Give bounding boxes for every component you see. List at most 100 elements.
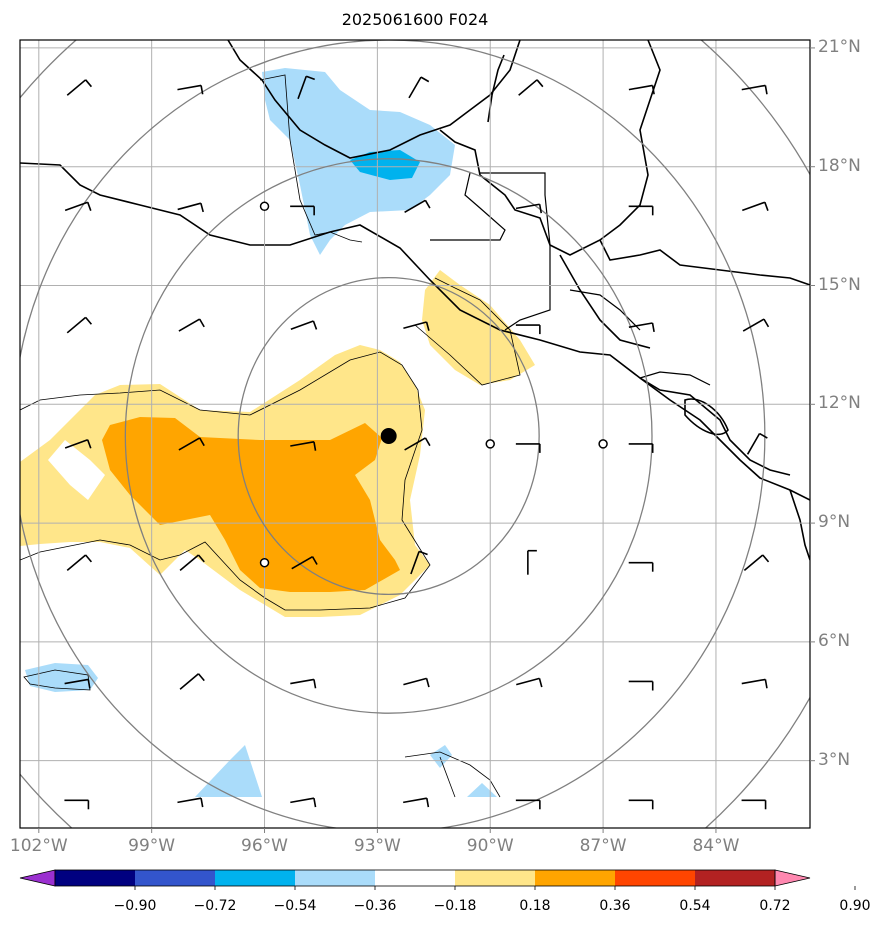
lon-label: 99°W xyxy=(128,836,176,856)
gridlines xyxy=(20,40,810,828)
wind-barb xyxy=(291,556,318,570)
colorbar-tick-label: 0.18 xyxy=(519,898,551,914)
wind-barb xyxy=(64,201,92,212)
wind-barb xyxy=(177,202,204,213)
country-borders xyxy=(430,172,711,386)
colorbar-tick-label: 0.72 xyxy=(759,898,791,914)
anomaly-fill-layer xyxy=(20,68,535,797)
wind-barb xyxy=(628,84,655,95)
colorbar-bin xyxy=(135,870,215,886)
station-circle xyxy=(259,201,270,212)
wind-barb xyxy=(515,799,541,810)
wind-barb xyxy=(742,201,769,212)
lon-label: 96°W xyxy=(241,836,288,856)
colorbar-tick-label: −0.36 xyxy=(353,898,397,914)
wind-barb xyxy=(628,322,655,333)
wind-barb xyxy=(628,799,654,810)
wind-barb xyxy=(66,554,93,572)
colorbar-bin xyxy=(375,870,455,886)
colorbar-bin xyxy=(215,870,295,886)
wind-barb xyxy=(178,318,205,332)
wind-barb xyxy=(177,84,204,95)
wind-barb xyxy=(515,443,541,453)
colorbar-tick-label: −0.72 xyxy=(193,898,237,914)
colorbar-tick-label: −0.54 xyxy=(273,898,317,914)
wind-barb xyxy=(290,205,315,216)
station-circle xyxy=(485,439,495,449)
colorbar-bin xyxy=(535,870,615,886)
wind-barb xyxy=(628,680,654,691)
station-markers xyxy=(259,201,608,568)
wind-barb xyxy=(179,554,205,572)
colorbar xyxy=(19,869,856,890)
negative-anomaly-region-west xyxy=(25,663,98,692)
colorbar-tick-label: 0.36 xyxy=(599,898,631,914)
lat-label: 12°N xyxy=(818,393,861,414)
map-title: 2025061600 F024 xyxy=(341,10,489,29)
wind-barb xyxy=(403,677,430,688)
wind-barb xyxy=(403,321,430,331)
colorbar-bin xyxy=(615,870,695,886)
wind-barb xyxy=(408,76,430,99)
colorbar-bin xyxy=(55,870,135,886)
lon-label: 102°W xyxy=(9,836,68,856)
lat-label: 21°N xyxy=(818,36,861,57)
wind-barb xyxy=(628,561,654,572)
station-circle xyxy=(259,557,270,568)
wind-barb xyxy=(290,441,317,451)
colorbar-bin xyxy=(295,870,375,886)
wind-barb xyxy=(628,205,654,216)
wind-barb xyxy=(290,678,317,689)
lon-label: 87°W xyxy=(579,836,627,856)
map-frame xyxy=(19,39,811,829)
positive-anomaly-region-east xyxy=(422,270,535,385)
wind-barb xyxy=(628,443,654,453)
wind-barb xyxy=(66,316,93,334)
colorbar-tick-label: 0.90 xyxy=(839,898,871,914)
wind-barb xyxy=(741,84,768,95)
wind-barb xyxy=(64,799,90,810)
wind-barb xyxy=(410,550,428,575)
lat-label: 3°N xyxy=(818,749,851,770)
wind-barb xyxy=(515,324,541,335)
wind-barb xyxy=(743,554,770,572)
wind-barb xyxy=(518,79,544,96)
lat-label: 9°N xyxy=(818,512,851,533)
lat-label: 6°N xyxy=(818,630,851,651)
wind-barb xyxy=(516,677,543,688)
wind-barb xyxy=(403,797,430,808)
colorbar-frame xyxy=(54,869,776,887)
colorbar-tick-label: −0.90 xyxy=(113,898,157,914)
lon-label: 90°W xyxy=(466,836,514,856)
wind-barb xyxy=(741,799,767,810)
neutral-hole xyxy=(48,440,105,500)
colorbar-extend-high xyxy=(774,869,811,887)
wind-barb xyxy=(64,678,91,689)
wind-barb xyxy=(290,320,318,330)
colorbar-bin xyxy=(455,870,535,886)
wind-barb xyxy=(66,79,93,96)
wind-barb xyxy=(177,797,204,808)
lon-label: 84°W xyxy=(692,836,740,856)
colorbar-bin xyxy=(695,870,775,886)
colorbar-tick-label: 0.54 xyxy=(679,898,711,914)
wind-barb xyxy=(746,432,768,455)
wind-barb xyxy=(404,199,431,214)
wind-barb xyxy=(404,437,431,451)
wind-barb xyxy=(64,439,92,449)
negative-anomaly-region-south-1 xyxy=(195,745,262,797)
wind-barb xyxy=(179,673,205,690)
contour-lines xyxy=(20,74,521,798)
wind-barb xyxy=(297,75,315,100)
negative-anomaly-region-south-2 xyxy=(430,745,452,768)
station-circle xyxy=(598,439,608,449)
range-ring xyxy=(124,158,653,714)
lat-label: 15°N xyxy=(818,274,861,295)
wind-barb xyxy=(527,549,537,575)
negative-anomaly-region-south-3 xyxy=(467,783,497,797)
axis-ticks xyxy=(38,47,815,833)
negative-anomaly-region-north-core xyxy=(350,150,420,180)
colorbar-tick-label: −0.18 xyxy=(433,898,477,914)
lon-label: 93°W xyxy=(353,836,401,856)
lat-label: 18°N xyxy=(818,155,861,176)
